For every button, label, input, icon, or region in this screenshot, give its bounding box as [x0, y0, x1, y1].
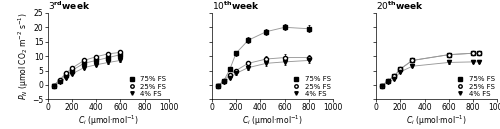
Y-axis label: $P_N$ (μmol CO$_2$ m$^{-2}$ s$^{-1}$): $P_N$ (μmol CO$_2$ m$^{-2}$ s$^{-1}$)	[16, 12, 30, 100]
X-axis label: $C_i$ (μmol·mol$^{-1}$): $C_i$ (μmol·mol$^{-1}$)	[406, 114, 467, 128]
Text: $20^{\mathbf{th}}$$\mathbf{ week}$: $20^{\mathbf{th}}$$\mathbf{ week}$	[376, 0, 424, 12]
Text: $10^{\mathbf{th}}$$\mathbf{ week}$: $10^{\mathbf{th}}$$\mathbf{ week}$	[212, 0, 260, 12]
X-axis label: $C_i$ (μmol·mol$^{-1}$): $C_i$ (μmol·mol$^{-1}$)	[78, 114, 138, 128]
Legend: 75% FS, 25% FS, 4% FS: 75% FS, 25% FS, 4% FS	[288, 76, 331, 97]
Text: $3^{\mathbf{rd}}$$\mathbf{ week}$: $3^{\mathbf{rd}}$$\mathbf{ week}$	[48, 0, 90, 12]
Legend: 75% FS, 25% FS, 4% FS: 75% FS, 25% FS, 4% FS	[124, 76, 167, 97]
X-axis label: $C_i$ (μmol·mol$^{-1}$): $C_i$ (μmol·mol$^{-1}$)	[242, 114, 303, 128]
Legend: 75% FS, 25% FS, 4% FS: 75% FS, 25% FS, 4% FS	[452, 76, 496, 97]
